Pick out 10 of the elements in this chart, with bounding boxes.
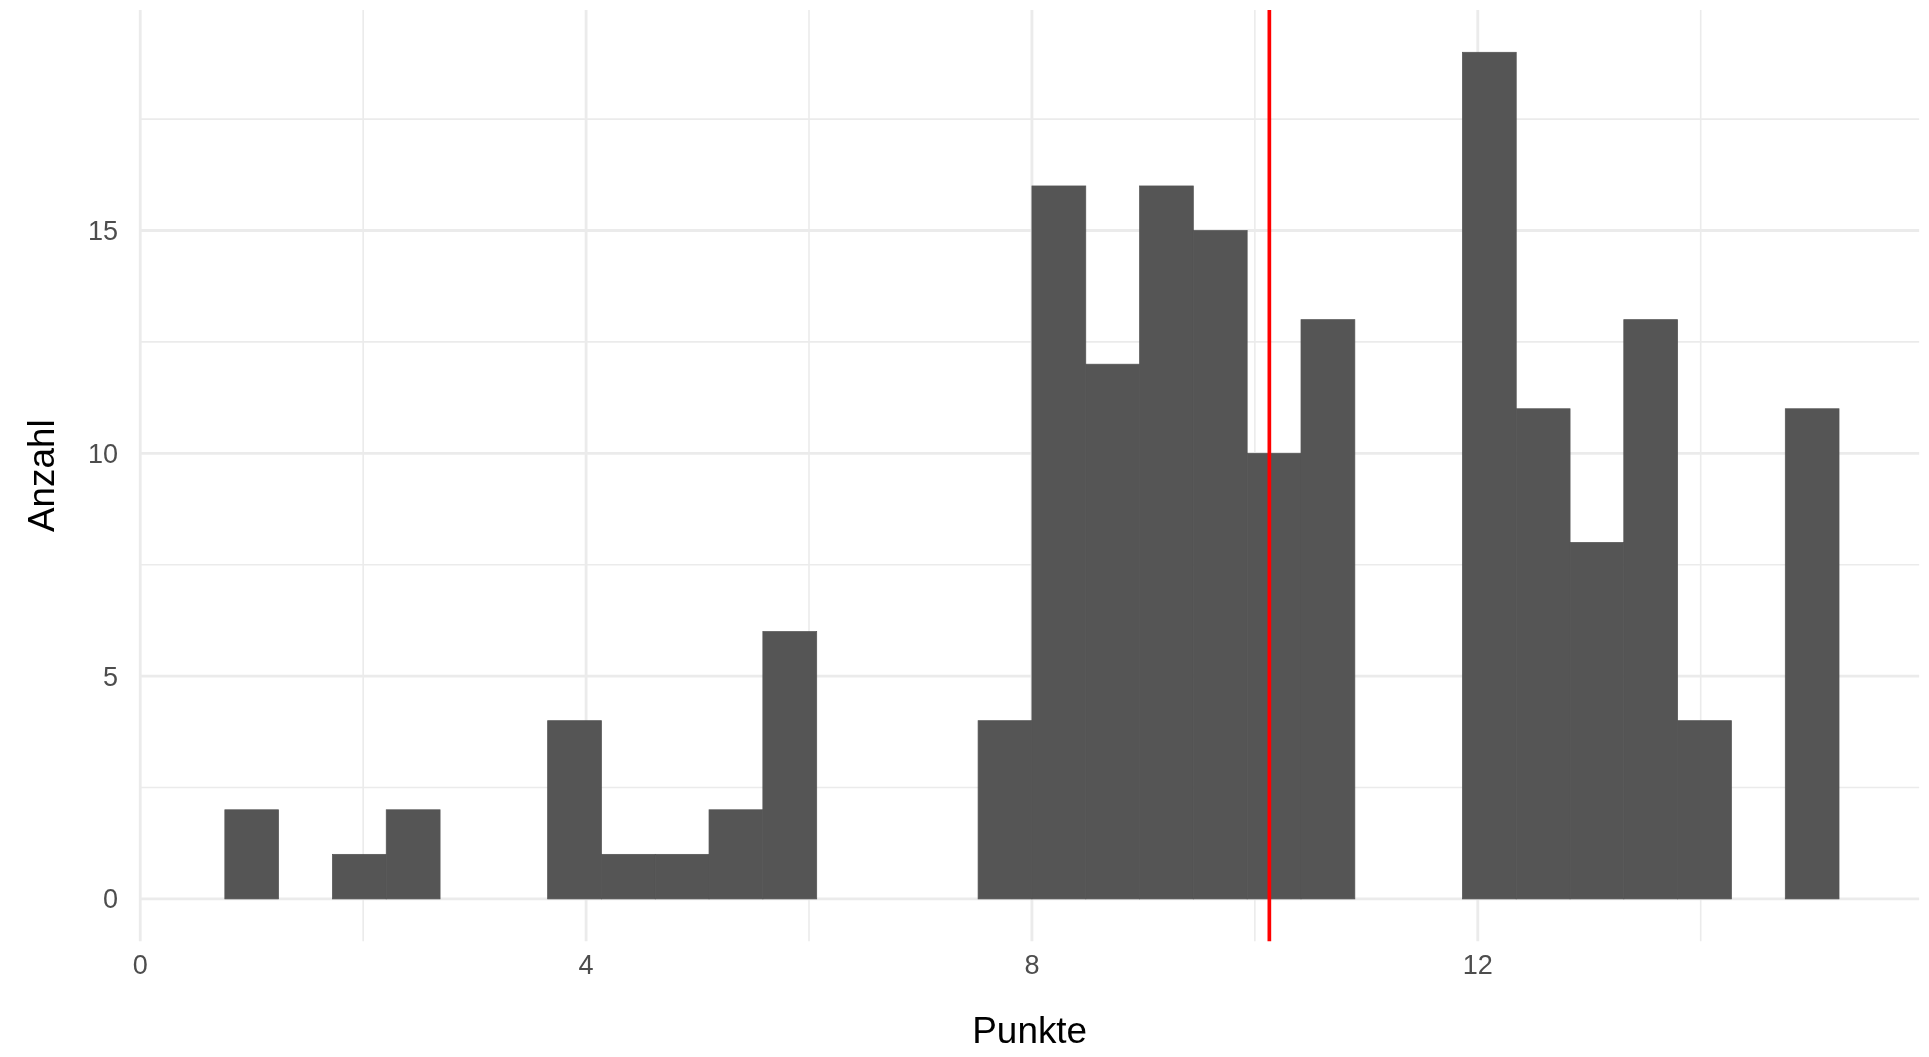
y-tick-label: 0	[103, 884, 119, 915]
x-tick-label: 0	[132, 950, 148, 981]
y-tick-label: 10	[88, 438, 119, 469]
y-tick-label: 5	[103, 661, 119, 692]
y-tick-label: 15	[88, 216, 119, 246]
x-tick-label: 8	[1024, 950, 1040, 981]
y-axis-title: Anzahl	[21, 419, 63, 533]
x-tick-label: 4	[578, 950, 594, 981]
x-axis-title: Punkte	[972, 1010, 1088, 1052]
x-tick-label: 12	[1462, 950, 1493, 981]
